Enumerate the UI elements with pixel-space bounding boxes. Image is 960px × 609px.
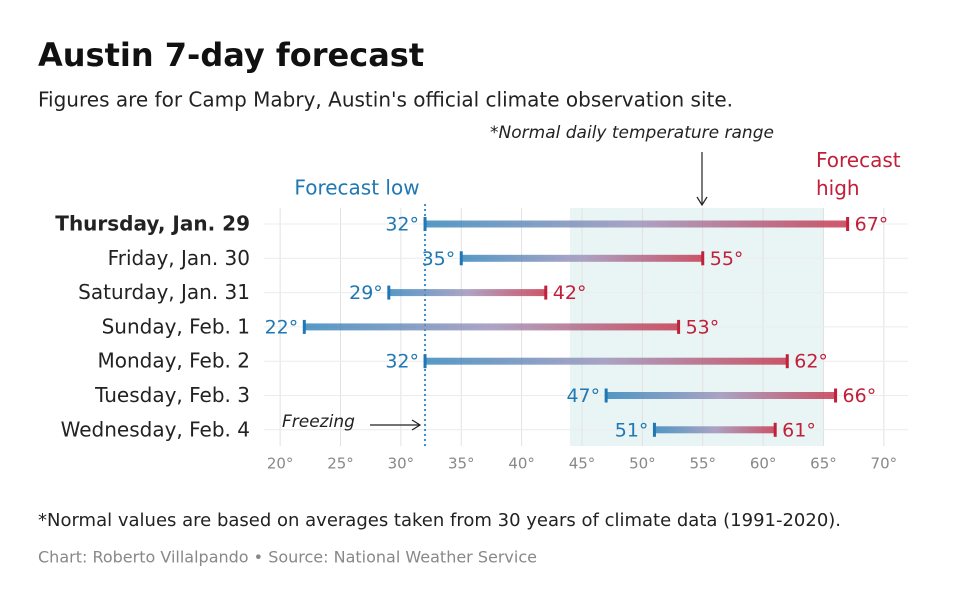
high-label: 67° (855, 214, 889, 236)
x-tick-label: 40° (508, 455, 535, 473)
low-label: 22° (265, 316, 299, 338)
annotation-arrowhead (411, 419, 422, 431)
high-label: 55° (710, 248, 744, 270)
category-label: Tuesday, Feb. 3 (94, 383, 250, 407)
high-label: 42° (553, 282, 587, 304)
high-label: 61° (782, 419, 816, 441)
range-bar (388, 289, 546, 297)
freezing-label: Freezing (282, 412, 355, 432)
low-label: 35° (422, 248, 456, 270)
low-label: 51° (615, 419, 649, 441)
legend-high: Forecast high (816, 148, 901, 200)
low-label: 32° (385, 351, 419, 373)
range-bar (461, 254, 703, 262)
x-tick-label: 20° (267, 455, 294, 473)
legend-low: Forecast low (294, 176, 419, 200)
footnote: *Normal values are based on averages tak… (38, 510, 841, 531)
x-tick-label: 35° (448, 455, 475, 473)
category-label: Wednesday, Feb. 4 (61, 417, 250, 441)
category-label: Friday, Jan. 30 (108, 246, 250, 270)
x-tick-label: 65° (810, 455, 837, 473)
high-label: 53° (686, 316, 720, 338)
low-label: 47° (566, 385, 600, 407)
plot-area: *Normal daily temperature range 20° 25° 30°… (55, 123, 908, 473)
normal-range-label: *Normal daily temperature range (490, 123, 774, 143)
category-label: Saturday, Jan. 31 (78, 280, 250, 304)
chart-title: Austin 7-day forecast (38, 36, 424, 74)
x-tick-label: 55° (689, 455, 716, 473)
high-label: 66° (843, 385, 877, 407)
x-tick-label: 60° (750, 455, 777, 473)
category-label: Sunday, Feb. 1 (102, 314, 250, 338)
chart-subtitle: Figures are for Camp Mabry, Austin's off… (38, 88, 733, 112)
range-bar (304, 323, 679, 331)
low-label: 32° (385, 214, 419, 236)
range-bar (606, 392, 836, 399)
range-bar (654, 426, 776, 434)
category-label: Thursday, Jan. 29 (55, 212, 250, 236)
high-label: 62° (794, 351, 828, 373)
x-tick-label: 50° (629, 455, 656, 473)
x-tick-label: 45° (569, 455, 596, 473)
x-tick-label: 30° (388, 455, 415, 473)
low-label: 29° (349, 282, 383, 304)
x-tick-label: 70° (871, 455, 898, 473)
annotation-arrowhead (696, 196, 708, 207)
x-tick-label: 25° (327, 455, 354, 473)
range-bar (425, 357, 788, 365)
category-label: Monday, Feb. 2 (97, 349, 250, 373)
source: Chart: Roberto Villalpando • Source: Nat… (38, 548, 537, 567)
range-bar (425, 220, 848, 228)
